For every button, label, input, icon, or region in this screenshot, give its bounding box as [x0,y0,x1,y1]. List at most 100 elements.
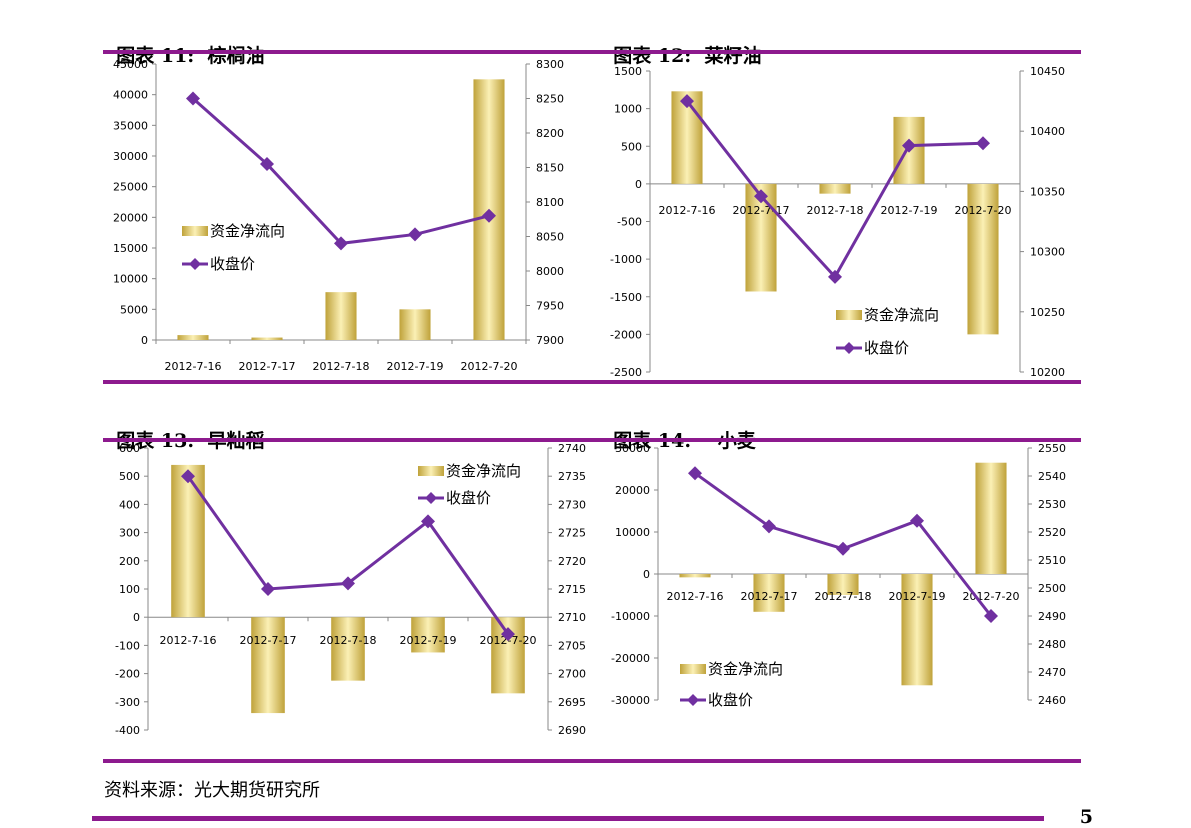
right-axis-tick-label: 7950 [536,300,564,313]
legend-line-label: 收盘价 [708,691,753,709]
category-label: 2012-7-18 [815,590,872,603]
closing-price-marker-2012-7-20 [482,208,496,223]
bar-2012-7-18 [827,574,859,595]
right-axis-tick-label: 10400 [1030,125,1065,138]
right-axis-tick-label: 8150 [536,162,564,175]
left-axis-tick-label: 10000 [113,273,148,286]
left-axis-tick-label: 35000 [113,119,148,132]
rule-middle-lower [103,438,1081,442]
right-axis-tick-label: 2490 [1038,610,1066,623]
closing-price-marker-2012-7-19 [910,513,924,528]
left-axis-tick-label: -200 [115,668,140,681]
left-axis-tick-label: -500 [617,216,642,229]
category-label: 2012-7-19 [881,204,938,217]
bar-2012-7-16 [177,335,209,340]
bar-2012-7-18 [819,183,851,194]
left-axis-tick-label: 500 [621,140,642,153]
category-label: 2012-7-17 [240,634,297,647]
chart-palm-oil: 0 5000 10000 15000 20000 25000 30000 35000 40000… [113,58,564,373]
left-axis-tick-label: 30000 [615,442,650,455]
left-axis-tick-label: 0 [635,178,642,191]
left-axis-tick-label: 30000 [113,150,148,163]
right-axis-tick-label: 2715 [558,583,586,596]
left-axis-tick-label: -1500 [610,291,642,304]
right-axis-tick-label: 2720 [558,555,586,568]
left-axis-tick-label: 40000 [113,89,148,102]
left-axis-tick-label: -100 [115,639,140,652]
legend-line-marker [843,342,855,354]
category-label: 2012-7-17 [733,204,790,217]
right-axis-tick-label: 2470 [1038,666,1066,679]
category-label: 2012-7-19 [889,590,946,603]
left-axis-tick-label: 1000 [614,103,642,116]
right-axis-tick-label: 8300 [536,58,564,71]
category-label: 2012-7-19 [400,634,457,647]
category-label: 2012-7-18 [320,634,377,647]
right-axis-tick-label: 7900 [536,334,564,347]
legend-bar-label: 资金净流向 [446,462,521,480]
left-axis-tick-label: 500 [119,470,140,483]
legend-line-label: 收盘价 [446,489,491,507]
left-axis-tick-label: 400 [119,498,140,511]
closing-price-marker-2012-7-17 [754,189,768,204]
left-axis-tick-label: 45000 [113,58,148,71]
closing-price-marker-2012-7-19 [408,227,422,242]
left-axis-tick-label: -30000 [611,694,650,707]
left-axis-tick-label: 1500 [614,65,642,78]
right-axis-tick-label: 10250 [1030,306,1065,319]
right-axis-tick-label: 2520 [1038,526,1066,539]
right-axis-tick-label: 2540 [1038,470,1066,483]
right-axis-tick-label: 2480 [1038,638,1066,651]
chart-rapeseed-oil: -2500 -2000 -1500 -1000 -500 0 500 1000 1500 1020… [610,65,1065,379]
right-axis-tick-label: 10200 [1030,366,1065,379]
left-axis-tick-label: 20000 [615,484,650,497]
closing-price-marker-2012-7-18 [341,576,355,591]
closing-price-marker-2012-7-17 [261,582,275,596]
left-axis-tick-label: -20000 [611,652,650,665]
legend-bar-swatch [836,310,862,320]
closing-price-marker-2012-7-20 [976,136,990,151]
bar-2012-7-16 [171,464,205,618]
left-axis-tick-label: 25000 [113,181,148,194]
right-axis-tick-label: 2690 [558,724,586,737]
right-axis-tick-label: 2740 [558,442,586,455]
category-label: 2012-7-19 [387,360,444,373]
left-axis-tick-label: -1000 [610,253,642,266]
closing-price-marker-2012-7-17 [762,519,776,534]
category-label: 2012-7-17 [239,360,296,373]
right-axis-tick-label: 2695 [558,696,586,709]
category-label: 2012-7-16 [659,204,716,217]
left-axis-tick-label: -2000 [610,328,642,341]
left-axis-tick-label: 10000 [615,526,650,539]
category-label: 2012-7-17 [741,590,798,603]
bar-2012-7-17 [251,337,283,340]
bar-2012-7-20 [967,183,999,335]
rule-bottom [103,759,1081,763]
bar-2012-7-18 [325,292,357,340]
right-axis-tick-label: 8250 [536,93,564,106]
closing-price-marker-2012-7-16 [186,91,200,106]
closing-price-marker-2012-7-16 [688,466,702,481]
legend-bar-label: 资金净流向 [864,306,939,324]
right-axis-tick-label: 2705 [558,639,586,652]
legend-bar-label: 资金净流向 [210,222,285,240]
left-axis-tick-label: 5000 [120,303,148,316]
right-axis-tick-label: 8100 [536,196,564,209]
rule-top [103,50,1081,54]
closing-price-marker-2012-7-18 [836,541,850,556]
left-axis-tick-label: -10000 [611,610,650,623]
right-axis-tick-label: 8050 [536,231,564,244]
rule-middle-upper [103,380,1081,384]
bar-2012-7-19 [411,617,445,653]
left-axis-tick-label: -400 [115,724,140,737]
footer-rule [92,816,1044,821]
category-label: 2012-7-18 [807,204,864,217]
legend-line-label: 收盘价 [864,339,909,357]
category-label: 2012-7-18 [313,360,370,373]
right-axis-tick-label: 2725 [558,527,586,540]
closing-price-marker-2012-7-16 [181,469,195,484]
bar-2012-7-16 [679,574,711,578]
bar-2012-7-20 [975,462,1007,574]
right-axis-tick-label: 2550 [1038,442,1066,455]
legend-line-marker [425,492,437,504]
